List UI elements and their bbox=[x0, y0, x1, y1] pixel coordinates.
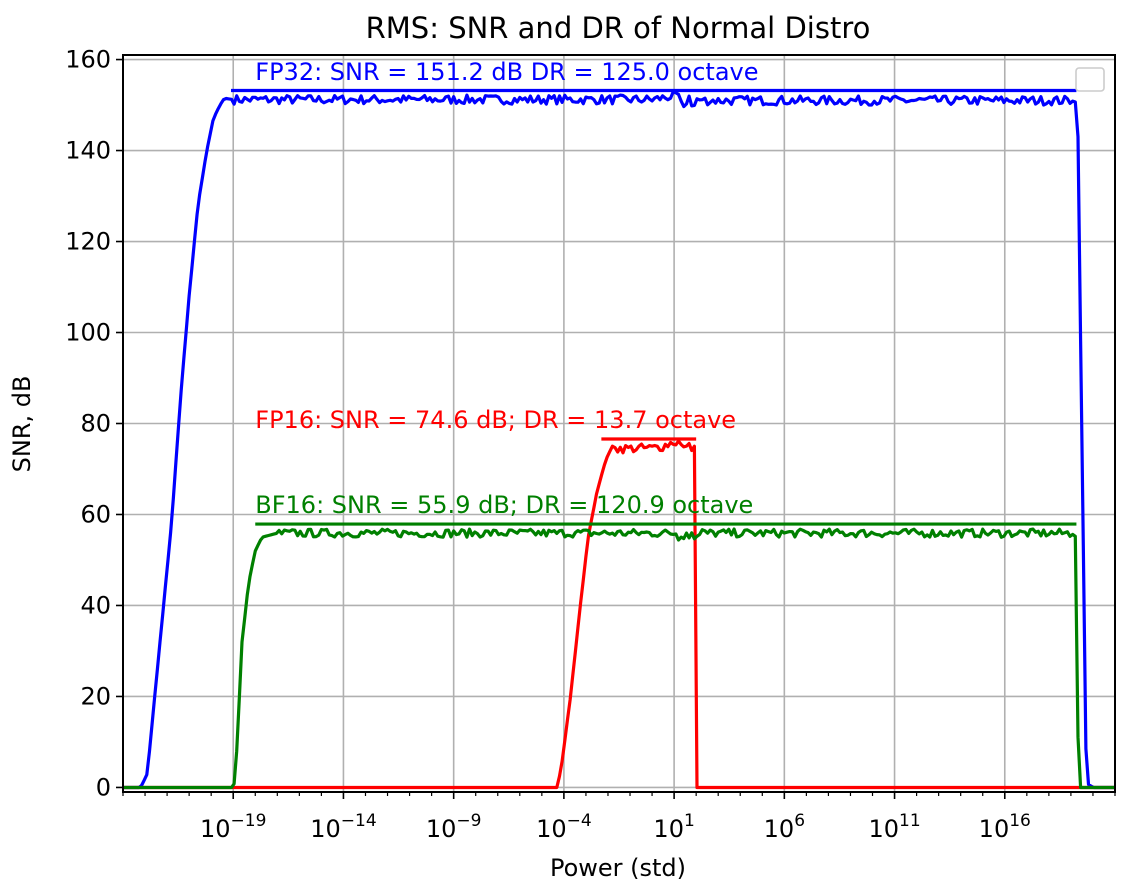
x-tick-label: 106 bbox=[764, 811, 805, 843]
x-tick-label: 10−14 bbox=[310, 811, 376, 843]
y-tick-label: 0 bbox=[96, 773, 111, 801]
x-tick-label: 10−9 bbox=[426, 811, 482, 843]
y-tick-label: 20 bbox=[80, 682, 111, 710]
y-tick-label: 160 bbox=[65, 46, 111, 74]
x-tick-label: 10−4 bbox=[536, 811, 592, 843]
y-tick-label: 100 bbox=[65, 319, 111, 347]
y-tick-label: 60 bbox=[80, 500, 111, 528]
legend-box bbox=[1075, 67, 1105, 92]
y-tick-label: 80 bbox=[80, 410, 111, 438]
x-tick-label: 1016 bbox=[979, 811, 1031, 843]
annotation-2: BF16: SNR = 55.9 dB; DR = 120.9 octave bbox=[255, 491, 753, 519]
annotation-1: FP16: SNR = 74.6 dB; DR = 13.7 octave bbox=[255, 406, 736, 434]
reference-lines bbox=[231, 88, 1077, 526]
y-tick-label: 40 bbox=[80, 591, 111, 619]
x-axis-title: Power (std) bbox=[550, 854, 686, 882]
y-axis-title: SNR, dB bbox=[8, 376, 36, 473]
x-tick-label: 1011 bbox=[868, 811, 920, 843]
chart-title: RMS: SNR and DR of Normal Distro bbox=[366, 11, 871, 45]
x-tick-label: 10−19 bbox=[200, 811, 266, 843]
ticks: 0 20 40 60 80 100 120 140 160 10−19 10−14 10−9 10−4 1… bbox=[65, 46, 1116, 843]
series-layer bbox=[123, 90, 1115, 790]
annotations: FP32: SNR = 151.2 dB DR = 125.0 octave FP… bbox=[255, 58, 758, 519]
y-tick-label: 140 bbox=[65, 137, 111, 165]
series-line-2 bbox=[123, 527, 1115, 790]
series-line-0 bbox=[123, 90, 1115, 790]
annotation-0: FP32: SNR = 151.2 dB DR = 125.0 octave bbox=[255, 58, 758, 86]
x-tick-label: 101 bbox=[653, 811, 694, 843]
series-line-1 bbox=[123, 439, 1115, 790]
y-tick-label: 120 bbox=[65, 228, 111, 256]
grid bbox=[123, 55, 1115, 792]
